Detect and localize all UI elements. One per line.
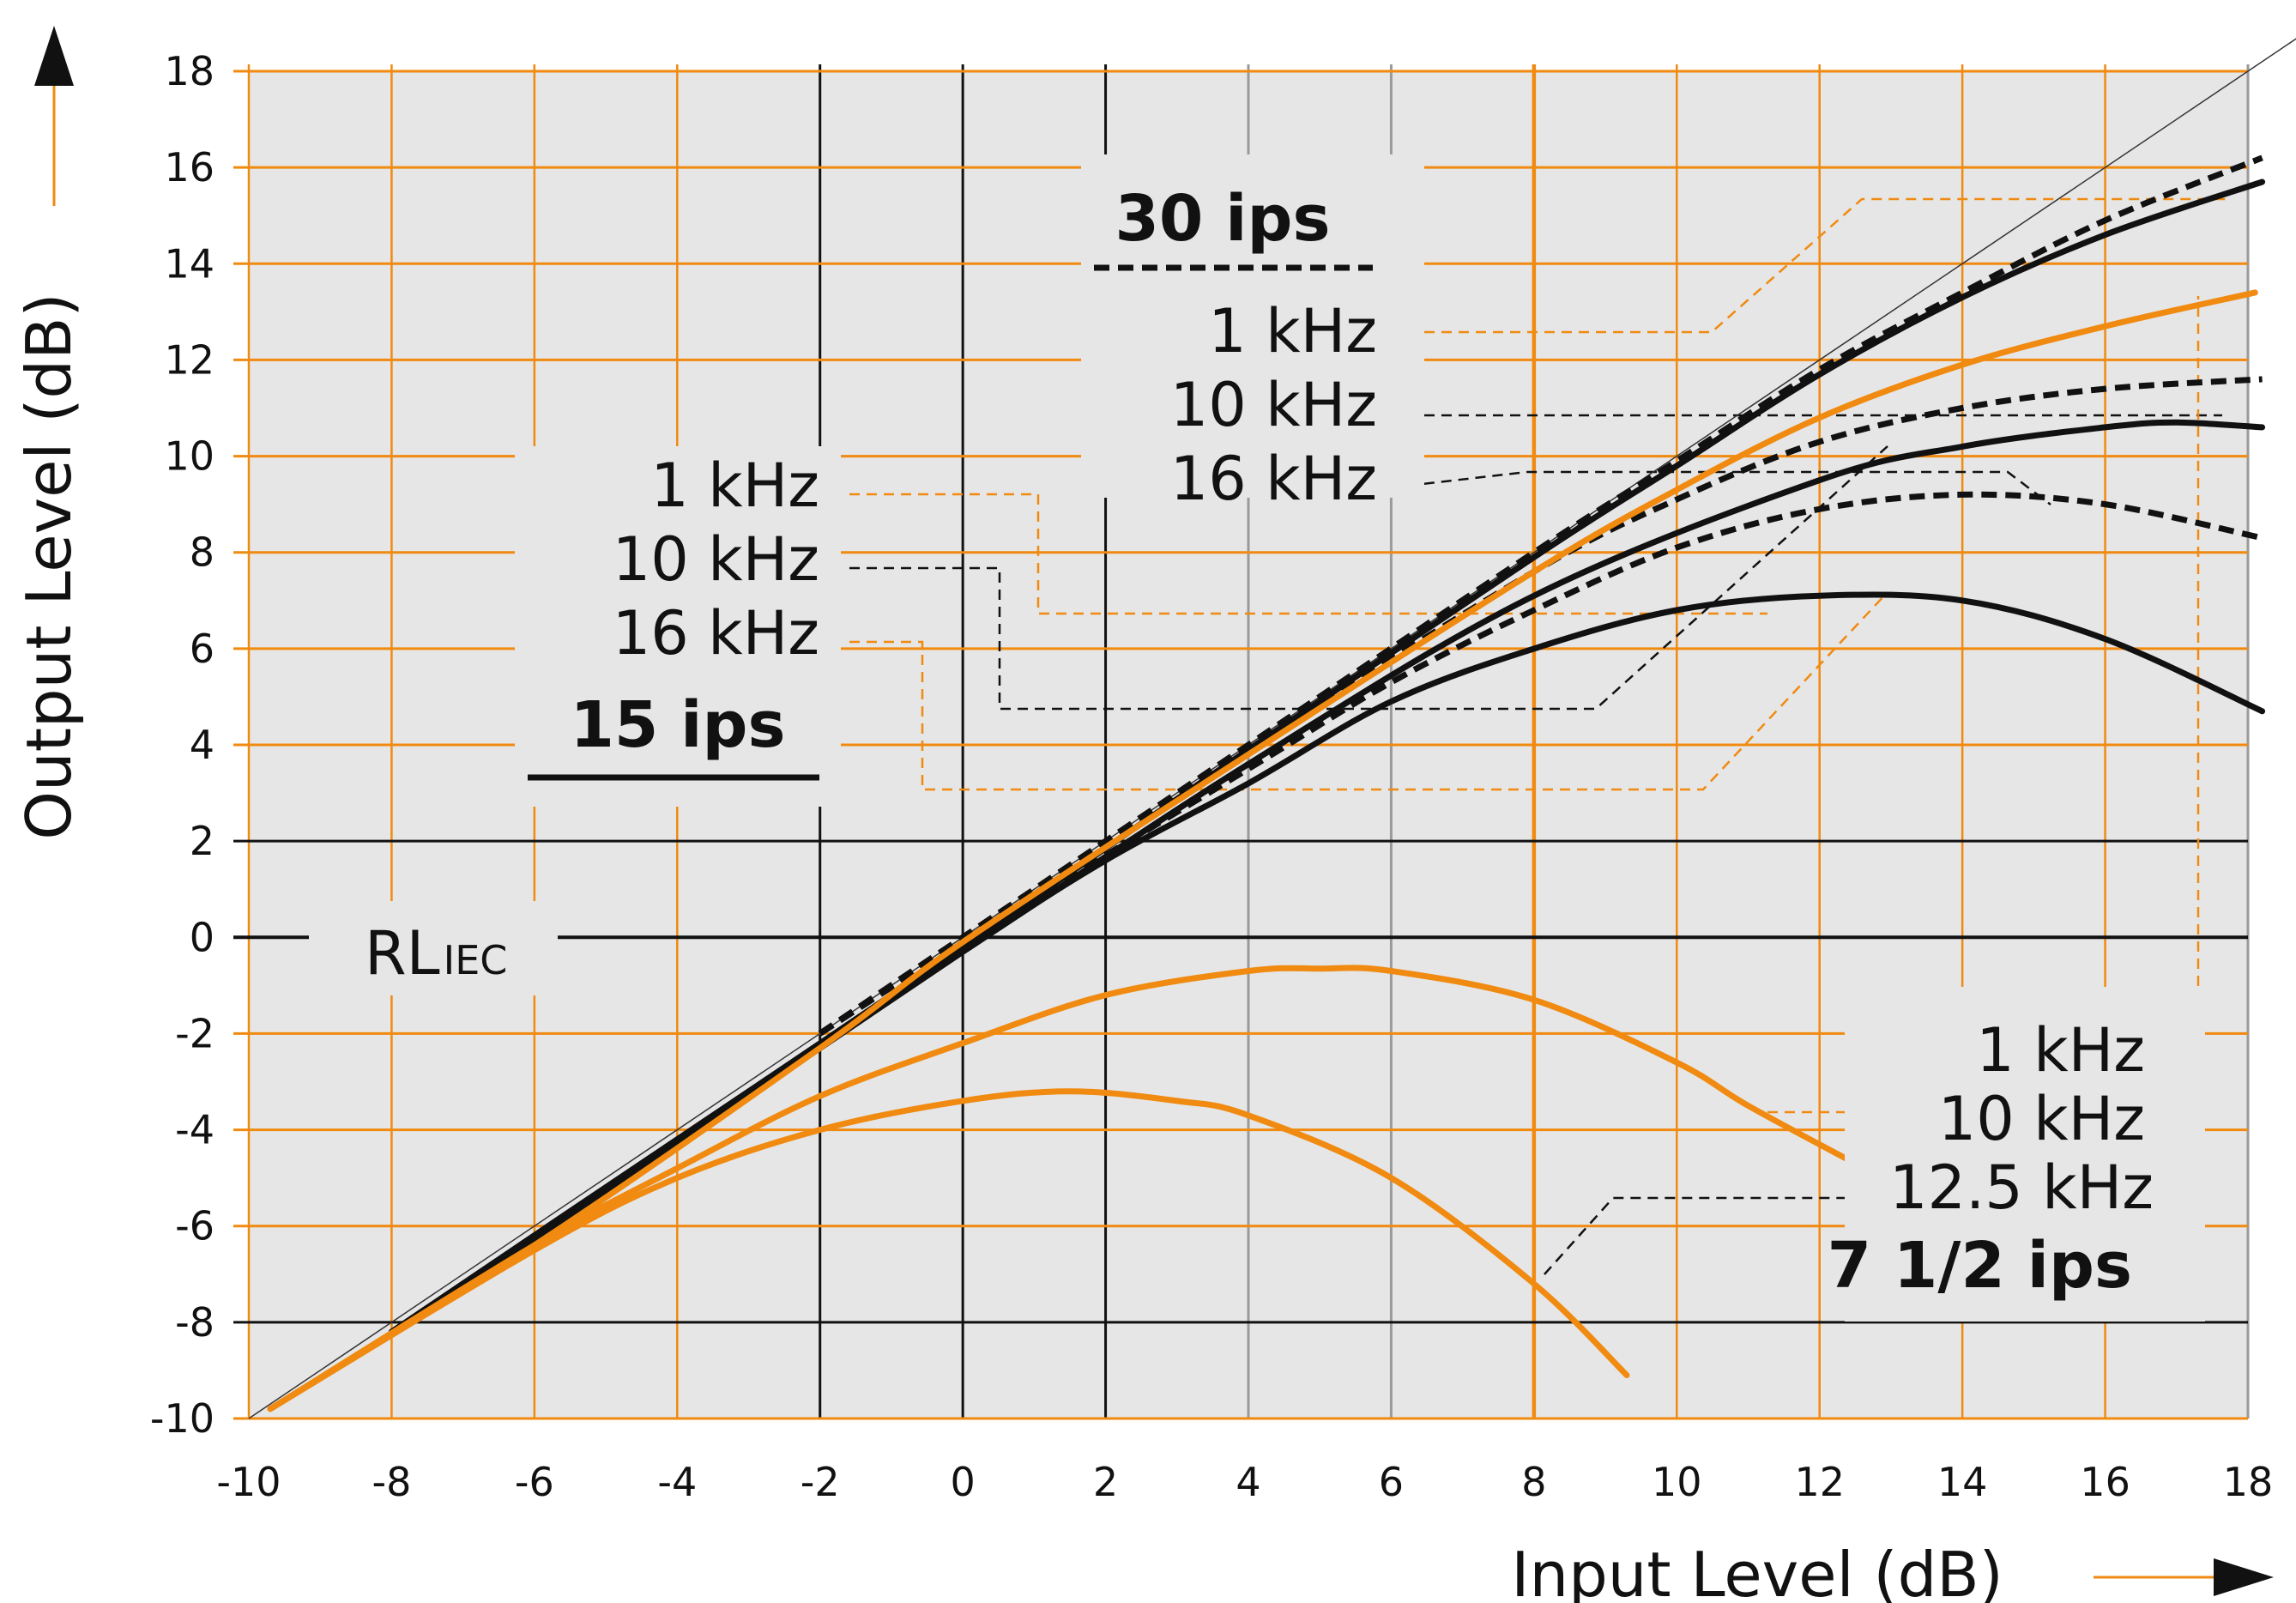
series-line-g1-s1 [388, 419, 2266, 1335]
x-tick-label: 18 [2223, 1459, 2274, 1505]
x-tick-label: 14 [1937, 1459, 1988, 1505]
x-tick-label: -2 [801, 1459, 840, 1505]
leader-7ips-1khz [2166, 296, 2200, 1059]
group-label-30ips: 30 ips [1115, 182, 1330, 256]
label-30ips-1khz: 1 kHz [1208, 296, 1377, 366]
leader-15ips-1khz [849, 493, 1767, 615]
x-tick-label: 6 [1379, 1459, 1404, 1505]
x-tick-label: 12 [1794, 1459, 1845, 1505]
x-tick-label: 2 [1093, 1459, 1118, 1505]
y-tick-label: 16 [164, 144, 214, 191]
label-7ips-12-5khz: 12.5 kHz [1889, 1152, 2154, 1223]
y-tick-label: -4 [175, 1107, 214, 1153]
group-label-15ips: 15 ips [570, 688, 785, 762]
leader-30ips-16khz [1406, 470, 2051, 505]
label-30ips-16khz: 16 kHz [1170, 444, 1377, 514]
y-tick-label: 18 [164, 48, 214, 94]
leader-7ips-12-5khz [1544, 1196, 1849, 1275]
tick-labels: -10 -8 -6 -4 -2 0 2 4 6 8 10 12 14 16 18 18 16 14 12 10 8 6 4 2… [150, 48, 2273, 1505]
y-tick-label: 6 [190, 626, 214, 672]
series-line-g2-s0 [267, 289, 2258, 1412]
label-backdrop [1845, 987, 2205, 1322]
leader-15ips-16khz [849, 591, 1888, 791]
y-axis-arrow [34, 26, 74, 206]
y-tick-label: 10 [164, 433, 214, 480]
label-15ips-16khz: 16 kHz [613, 598, 819, 668]
y-tick-label: -8 [175, 1299, 214, 1346]
leader-lines [849, 197, 2231, 1275]
series-line-g2-s2 [267, 1088, 1630, 1412]
x-tick-label: 0 [951, 1459, 976, 1505]
leader-30ips-1khz [1407, 197, 2231, 334]
reference-label-sub: IEC [444, 937, 508, 983]
y-tick-label: 8 [190, 529, 214, 576]
label-7ips-1khz: 1 kHz [1976, 1015, 2145, 1086]
y-tick-label: -10 [150, 1395, 214, 1442]
label-15ips-1khz: 1 kHz [650, 451, 819, 521]
y-tick-label: 14 [164, 240, 214, 287]
x-tick-label: -4 [657, 1459, 697, 1505]
y-tick-label: -6 [175, 1203, 214, 1249]
y-tick-label: 12 [164, 336, 214, 383]
x-tick-label: 8 [1521, 1459, 1546, 1505]
group-label-7-5ips: 7 1/2 ips [1828, 1229, 2132, 1303]
y-tick-label: 2 [190, 818, 214, 864]
series-line-g2-s1 [267, 965, 1858, 1412]
x-axis-title: Input Level (dB) [1511, 1539, 2003, 1603]
y-tick-label: 0 [190, 914, 214, 960]
x-tick-label: 10 [1652, 1459, 1702, 1505]
series-line-g0-s0 [818, 154, 2263, 1037]
label-15ips-10khz: 10 kHz [613, 524, 819, 595]
leader-15ips-10khz [849, 445, 1888, 711]
label-backdrop [309, 901, 558, 995]
y-axis-title: Output Level (dB) [13, 293, 85, 839]
series-line-g0-s1 [818, 376, 2263, 1037]
series-layer [267, 154, 2266, 1412]
x-tick-label: -10 [216, 1459, 281, 1505]
x-axis-arrow [2094, 1558, 2274, 1596]
x-tick-label: -6 [515, 1459, 554, 1505]
label-backdrop [515, 446, 841, 807]
y-tick-label: 4 [190, 722, 214, 768]
y-tick-label: -2 [175, 1010, 214, 1056]
label-backdrop [1081, 154, 1424, 498]
label-30ips-10khz: 10 kHz [1170, 370, 1377, 440]
x-tick-label: 4 [1236, 1459, 1260, 1505]
label-7ips-10khz: 10 kHz [1938, 1084, 2145, 1154]
x-tick-label: -8 [372, 1459, 411, 1505]
x-tick-label: 16 [2080, 1459, 2130, 1505]
